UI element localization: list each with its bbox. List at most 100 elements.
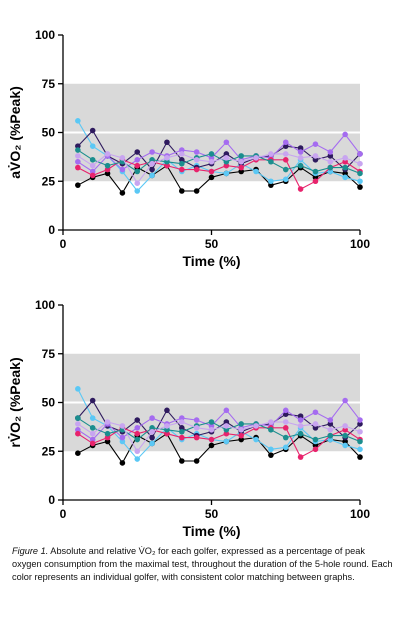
data-point — [357, 178, 363, 185]
data-point — [238, 436, 244, 443]
series-line — [77, 164, 361, 194]
data-point — [164, 158, 170, 165]
data-point — [357, 421, 363, 427]
data-point — [193, 458, 200, 464]
data-point — [282, 139, 289, 146]
data-point — [357, 151, 363, 157]
data-point — [342, 397, 348, 404]
x-tick-label: 0 — [60, 237, 67, 251]
data-point — [119, 423, 126, 429]
data-point — [253, 168, 259, 175]
data-point — [357, 438, 363, 445]
data-point — [327, 421, 334, 427]
data-point — [297, 417, 304, 423]
data-point — [327, 158, 334, 165]
data-point — [89, 143, 96, 149]
data-point — [282, 407, 289, 414]
data-point — [253, 436, 259, 443]
data-point — [164, 162, 170, 169]
data-point — [75, 153, 81, 159]
data-point — [75, 427, 81, 433]
data-point — [119, 434, 126, 441]
data-point — [268, 182, 274, 188]
x-tick-label: 100 — [350, 507, 370, 521]
data-point — [89, 397, 96, 404]
data-point — [297, 149, 304, 155]
data-point — [193, 425, 200, 431]
y-tick-label: 75 — [42, 347, 56, 361]
data-point — [179, 428, 185, 435]
data-point — [312, 178, 319, 185]
data-point — [75, 118, 81, 124]
data-point — [312, 409, 319, 416]
data-point — [342, 164, 348, 171]
data-point — [179, 458, 185, 464]
data-point — [104, 434, 111, 441]
data-point — [208, 155, 215, 161]
data-point — [312, 425, 319, 431]
data-point — [327, 164, 334, 171]
data-point — [357, 446, 363, 453]
data-point — [223, 419, 230, 425]
data-point — [119, 438, 126, 445]
data-point — [89, 440, 96, 447]
data-point — [149, 415, 155, 421]
x-tick-label: 50 — [205, 507, 219, 521]
data-point — [312, 168, 319, 175]
data-point — [208, 427, 215, 433]
data-point — [312, 157, 319, 163]
data-point — [134, 456, 141, 462]
x-tick-label: 100 — [350, 237, 370, 251]
data-point — [238, 432, 244, 439]
data-point — [104, 170, 111, 177]
data-point — [75, 158, 81, 165]
data-point — [342, 174, 348, 181]
data-point — [164, 427, 170, 433]
data-point — [253, 423, 259, 429]
data-point — [268, 427, 274, 433]
data-point — [134, 430, 141, 437]
data-point — [119, 460, 126, 466]
data-point — [179, 157, 185, 163]
data-point — [89, 430, 96, 437]
data-point — [75, 415, 81, 421]
chart-absolute-vo2: 0 25 50 75 100 0 50 100 Time (%) aV̇O₂ (%Peak) — [7, 28, 370, 269]
data-point — [89, 168, 96, 175]
data-point — [164, 139, 170, 146]
data-point — [238, 158, 244, 165]
data-point — [119, 190, 126, 196]
data-point — [104, 166, 111, 173]
data-point — [223, 139, 230, 146]
data-point — [312, 153, 319, 159]
data-point — [223, 407, 230, 414]
data-point — [193, 157, 200, 163]
data-point — [297, 454, 304, 460]
data-point — [327, 153, 334, 159]
y-tick-label: 100 — [35, 298, 55, 312]
data-point — [342, 155, 348, 161]
series-line — [77, 432, 361, 464]
data-point — [297, 155, 304, 161]
data-point — [89, 157, 96, 163]
data-point — [282, 434, 289, 441]
data-point — [357, 454, 363, 460]
data-point — [282, 411, 289, 417]
data-point — [268, 452, 274, 458]
data-point — [312, 141, 319, 147]
data-point — [282, 419, 289, 425]
data-point — [179, 151, 185, 157]
data-point — [238, 164, 244, 171]
data-point — [89, 436, 96, 443]
data-point — [223, 430, 230, 437]
data-point — [297, 186, 304, 192]
data-point — [179, 160, 185, 167]
data-point — [104, 151, 111, 157]
data-point — [327, 432, 334, 439]
figure-caption: Figure 1. Absolute and relative V̇O₂ for… — [12, 545, 397, 584]
reference-band — [63, 83, 360, 133]
data-point — [164, 423, 170, 429]
data-point — [149, 166, 155, 173]
data-point — [208, 168, 215, 175]
data-point — [357, 170, 363, 177]
data-point — [75, 386, 81, 392]
